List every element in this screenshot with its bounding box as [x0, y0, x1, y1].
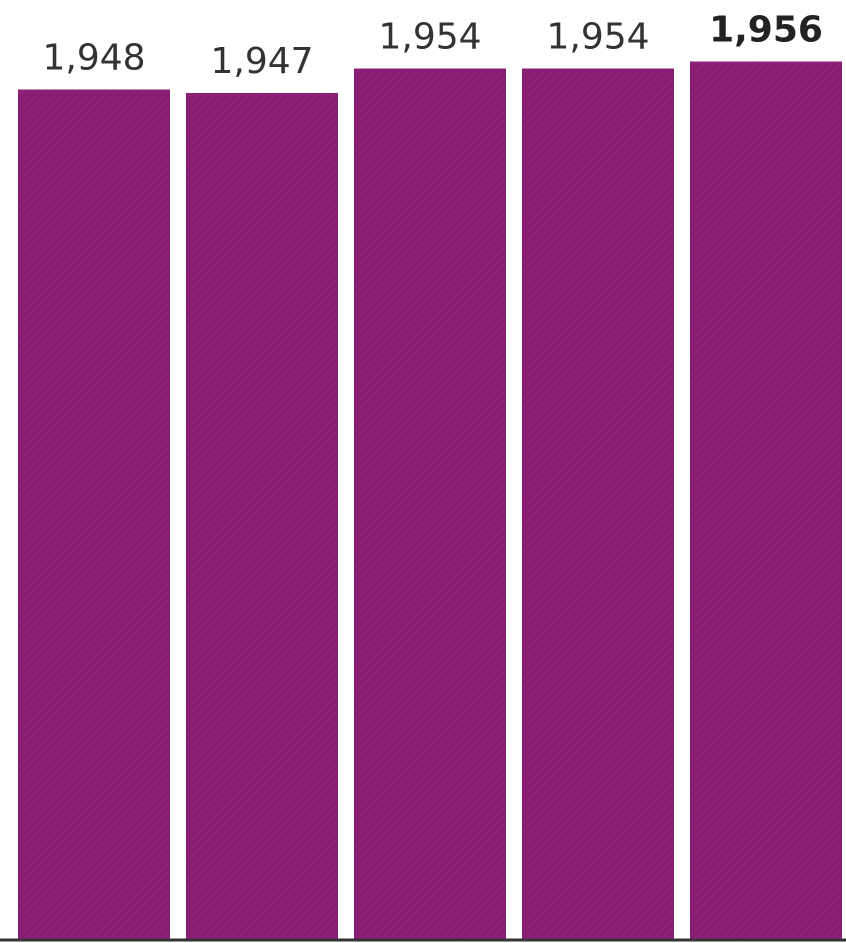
value-label: 1,954	[378, 17, 481, 58]
bar-hatch	[18, 89, 170, 940]
value-label: 1,954	[546, 17, 649, 58]
bar-hatch	[354, 68, 506, 940]
value-label: 1,948	[42, 38, 145, 79]
bar-hatch	[186, 93, 338, 940]
bar-hatch	[690, 61, 842, 940]
value-label: 1,956	[709, 10, 823, 51]
value-label: 1,947	[210, 41, 313, 82]
bar-hatch	[522, 68, 674, 940]
